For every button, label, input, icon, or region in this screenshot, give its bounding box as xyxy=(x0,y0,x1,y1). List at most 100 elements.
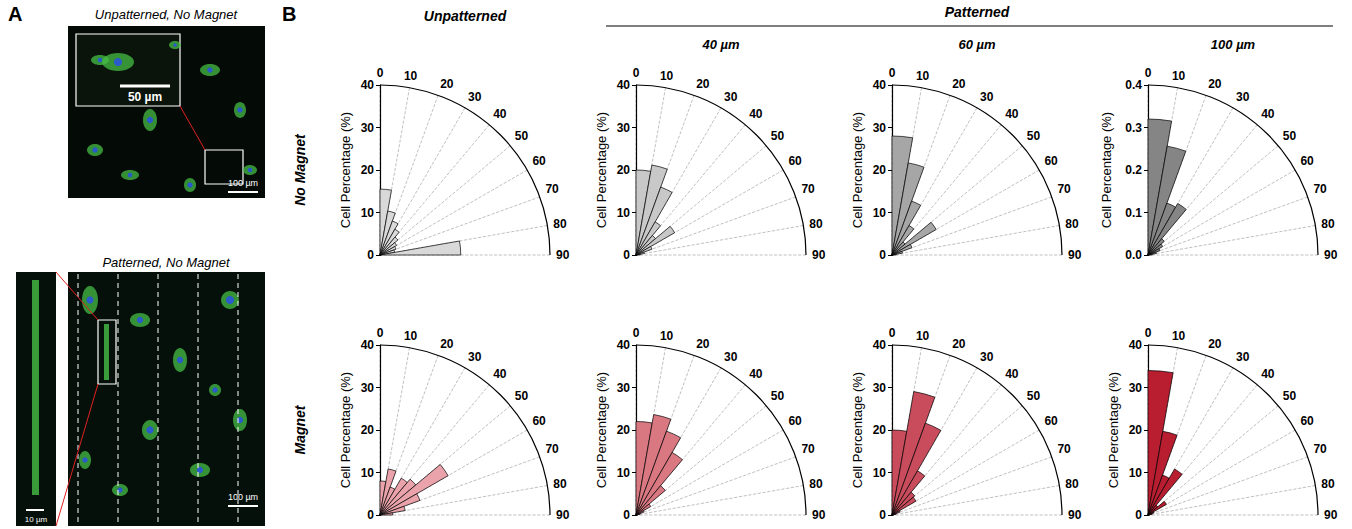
svg-text:20: 20 xyxy=(1129,423,1143,437)
svg-text:0: 0 xyxy=(633,66,640,80)
svg-text:90: 90 xyxy=(1068,248,1082,262)
svg-text:60: 60 xyxy=(788,414,802,428)
svg-text:30: 30 xyxy=(1129,381,1143,395)
svg-text:40: 40 xyxy=(749,367,763,381)
svg-text:60: 60 xyxy=(532,414,546,428)
svg-text:0.2: 0.2 xyxy=(1125,163,1142,177)
svg-text:0.4: 0.4 xyxy=(1125,78,1142,92)
svg-text:10: 10 xyxy=(873,466,887,480)
svg-text:20: 20 xyxy=(440,77,454,91)
svg-text:0: 0 xyxy=(377,326,384,340)
svg-text:60: 60 xyxy=(1044,414,1058,428)
svg-text:30: 30 xyxy=(724,350,738,364)
svg-text:60: 60 xyxy=(1300,154,1314,168)
svg-text:70: 70 xyxy=(801,442,815,456)
svg-text:30: 30 xyxy=(873,381,887,395)
svg-text:0: 0 xyxy=(889,66,896,80)
svg-text:Cell Percentage (%): Cell Percentage (%) xyxy=(338,112,353,228)
svg-text:10: 10 xyxy=(361,466,375,480)
svg-text:0: 0 xyxy=(879,508,886,522)
svg-text:50: 50 xyxy=(771,129,785,143)
svg-text:80: 80 xyxy=(553,217,567,231)
svg-text:30: 30 xyxy=(617,121,631,135)
svg-text:0: 0 xyxy=(633,326,640,340)
svg-text:10: 10 xyxy=(617,206,631,220)
svg-text:70: 70 xyxy=(545,442,559,456)
svg-text:30: 30 xyxy=(468,350,482,364)
svg-text:20: 20 xyxy=(873,163,887,177)
svg-text:70: 70 xyxy=(801,182,815,196)
svg-text:Unpatterned, No Magnet: Unpatterned, No Magnet xyxy=(95,7,239,22)
svg-text:80: 80 xyxy=(553,477,567,491)
svg-text:10: 10 xyxy=(1129,466,1143,480)
svg-text:70: 70 xyxy=(1057,182,1071,196)
svg-text:Cell Percentage (%): Cell Percentage (%) xyxy=(850,112,865,228)
svg-text:100 µm: 100 µm xyxy=(1211,37,1256,52)
svg-text:30: 30 xyxy=(1236,90,1250,104)
svg-text:50: 50 xyxy=(1283,129,1297,143)
svg-text:0.1: 0.1 xyxy=(1125,206,1142,220)
svg-text:80: 80 xyxy=(1065,477,1079,491)
svg-text:50: 50 xyxy=(515,389,529,403)
svg-text:10: 10 xyxy=(660,329,674,343)
svg-text:20: 20 xyxy=(1208,77,1222,91)
svg-text:0.3: 0.3 xyxy=(1125,121,1142,135)
svg-text:0: 0 xyxy=(367,508,374,522)
svg-text:40: 40 xyxy=(873,78,887,92)
svg-text:70: 70 xyxy=(1057,442,1071,456)
svg-text:80: 80 xyxy=(809,477,823,491)
svg-text:Cell Percentage (%): Cell Percentage (%) xyxy=(594,112,609,228)
svg-text:50: 50 xyxy=(771,389,785,403)
svg-text:0: 0 xyxy=(879,248,886,262)
svg-text:20: 20 xyxy=(952,77,966,91)
svg-text:0: 0 xyxy=(623,508,630,522)
svg-text:40: 40 xyxy=(873,338,887,352)
svg-text:90: 90 xyxy=(556,508,570,522)
svg-text:40: 40 xyxy=(749,107,763,121)
svg-text:10: 10 xyxy=(660,69,674,83)
svg-text:90: 90 xyxy=(1324,508,1338,522)
svg-text:50: 50 xyxy=(515,129,529,143)
svg-text:40: 40 xyxy=(1129,338,1143,352)
svg-text:90: 90 xyxy=(556,248,570,262)
svg-text:20: 20 xyxy=(952,337,966,351)
svg-text:No Magnet: No Magnet xyxy=(292,133,308,206)
svg-text:80: 80 xyxy=(1321,477,1335,491)
svg-text:40: 40 xyxy=(361,338,375,352)
svg-text:0: 0 xyxy=(1145,66,1152,80)
svg-text:10: 10 xyxy=(1172,329,1186,343)
svg-text:30: 30 xyxy=(980,350,994,364)
svg-text:90: 90 xyxy=(812,508,826,522)
svg-text:60 µm: 60 µm xyxy=(958,37,996,52)
svg-text:40: 40 xyxy=(1005,367,1019,381)
svg-text:60: 60 xyxy=(1044,154,1058,168)
svg-text:30: 30 xyxy=(361,381,375,395)
svg-text:20: 20 xyxy=(361,163,375,177)
svg-text:20: 20 xyxy=(873,423,887,437)
svg-text:40: 40 xyxy=(493,107,507,121)
svg-text:70: 70 xyxy=(545,182,559,196)
svg-text:30: 30 xyxy=(361,121,375,135)
svg-text:30: 30 xyxy=(1236,350,1250,364)
svg-text:40: 40 xyxy=(617,338,631,352)
svg-text:40 µm: 40 µm xyxy=(701,37,740,52)
svg-text:B: B xyxy=(282,3,296,25)
svg-text:Unpatterned: Unpatterned xyxy=(424,8,507,24)
svg-text:60: 60 xyxy=(788,154,802,168)
svg-text:90: 90 xyxy=(1324,248,1338,262)
svg-text:50 µm: 50 µm xyxy=(128,90,162,104)
svg-text:40: 40 xyxy=(617,78,631,92)
svg-text:10: 10 xyxy=(1172,69,1186,83)
svg-text:30: 30 xyxy=(468,90,482,104)
svg-text:A: A xyxy=(8,3,22,25)
svg-text:0: 0 xyxy=(377,66,384,80)
svg-text:10: 10 xyxy=(916,329,930,343)
svg-text:20: 20 xyxy=(617,423,631,437)
svg-text:Patterned: Patterned xyxy=(945,4,1010,20)
svg-text:80: 80 xyxy=(809,217,823,231)
svg-text:20: 20 xyxy=(617,163,631,177)
svg-text:10: 10 xyxy=(873,206,887,220)
svg-text:40: 40 xyxy=(361,78,375,92)
svg-text:40: 40 xyxy=(1261,367,1275,381)
svg-text:30: 30 xyxy=(617,381,631,395)
